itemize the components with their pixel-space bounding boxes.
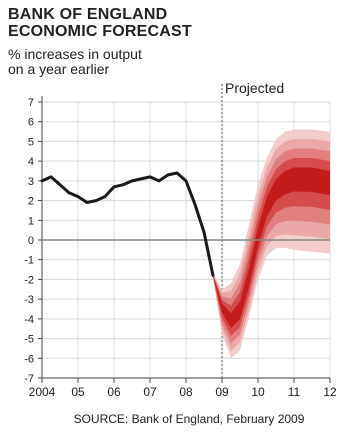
y-tick-label: -6: [24, 353, 34, 365]
y-tick-label: 6: [28, 117, 34, 129]
y-tick-label: -1: [24, 255, 34, 267]
source-note: SOURCE: Bank of England, February 2009: [0, 412, 350, 426]
x-tick-label: 11: [288, 385, 301, 399]
x-tick-label: 08: [179, 385, 193, 399]
y-tick-label: -7: [24, 373, 34, 385]
x-tick-label: 12: [323, 385, 337, 399]
x-tick-label: 10: [251, 385, 265, 399]
x-tick-label: 05: [71, 385, 85, 399]
y-tick-label: 4: [28, 156, 34, 168]
y-tick-label: 0: [28, 235, 34, 247]
x-tick-label: 09: [215, 385, 229, 399]
x-tick-label: 07: [143, 385, 157, 399]
y-tick-label: -5: [24, 334, 34, 346]
y-tick-label: -2: [24, 274, 34, 286]
source-text: SOURCE: Bank of England, February 2009: [46, 412, 305, 426]
y-tick-label: 3: [28, 176, 34, 188]
y-tick-label: 5: [28, 136, 34, 148]
y-tick-label: 1: [28, 215, 34, 227]
y-tick-label: 7: [28, 97, 34, 109]
x-tick-label: 2004: [29, 385, 56, 399]
x-tick-label: 06: [107, 385, 121, 399]
y-tick-label: 2: [28, 196, 34, 208]
y-tick-label: -3: [24, 294, 34, 306]
y-tick-label: -4: [24, 314, 34, 326]
